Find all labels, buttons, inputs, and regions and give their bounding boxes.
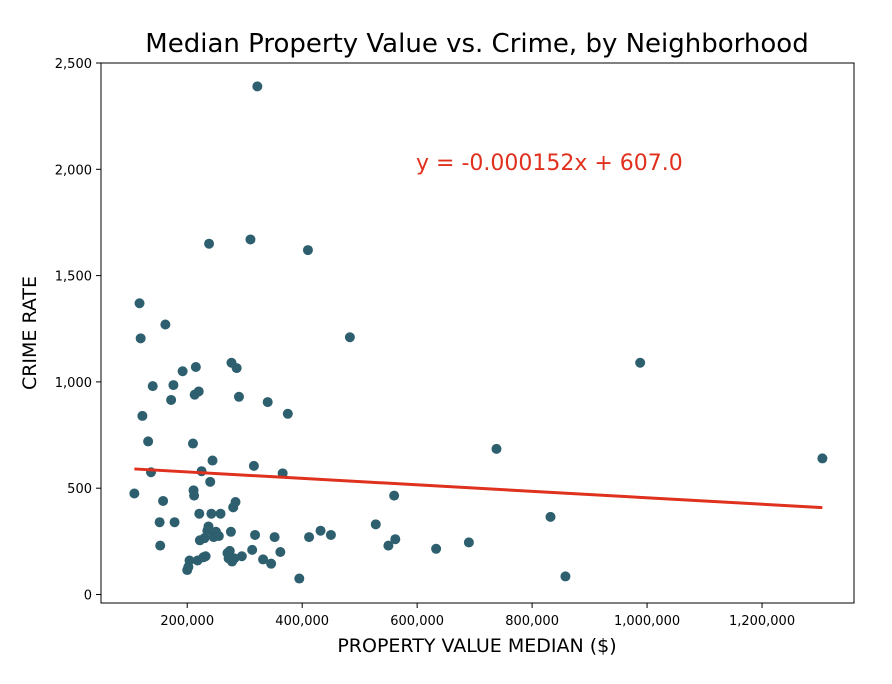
data-point (135, 333, 146, 344)
data-point (230, 497, 241, 508)
plot-frame (100, 62, 855, 604)
x-tick-label: 800,000 (505, 614, 559, 629)
data-point (160, 319, 171, 330)
y-axis-label: CRIME RATE (19, 276, 41, 390)
y-tick-label: 1,500 (55, 270, 92, 285)
data-point (389, 490, 400, 501)
data-point (213, 531, 224, 542)
data-point (168, 380, 179, 391)
x-tick-label: 600,000 (390, 614, 444, 629)
data-point (143, 436, 154, 447)
y-tick-label: 500 (67, 482, 92, 497)
data-point (194, 508, 205, 519)
x-tick-label: 1,200,000 (729, 614, 795, 629)
y-tick-label: 2,500 (55, 57, 92, 72)
data-point (233, 391, 244, 402)
data-point (231, 363, 242, 374)
data-point (184, 555, 195, 566)
data-point (187, 438, 198, 449)
data-point (370, 519, 381, 530)
data-point (247, 544, 258, 555)
data-point (169, 517, 180, 528)
data-point (154, 517, 165, 528)
data-point (245, 234, 256, 245)
data-point (390, 534, 401, 545)
data-point (325, 529, 336, 540)
y-tick-label: 0 (84, 588, 92, 603)
data-point (431, 543, 442, 554)
data-point (166, 394, 177, 405)
data-point (147, 381, 158, 392)
data-point (344, 332, 355, 343)
data-point (215, 508, 226, 519)
data-point (258, 554, 269, 565)
data-point (190, 362, 201, 373)
regression-equation: y = -0.000152x + 607.0 (416, 151, 683, 176)
data-point (302, 245, 313, 256)
data-point (205, 476, 216, 487)
x-tick-label: 1,000,000 (614, 614, 680, 629)
data-point (269, 532, 280, 543)
data-point (463, 537, 474, 548)
data-point (177, 366, 188, 377)
y-tick-label: 1,000 (55, 376, 92, 391)
y-tick-label: 2,000 (55, 163, 92, 178)
data-point (129, 488, 140, 499)
data-point (189, 490, 200, 501)
data-point (203, 521, 214, 532)
x-axis-label: PROPERTY VALUE MEDIAN ($) (337, 635, 616, 657)
data-point (250, 529, 261, 540)
data-point (262, 397, 273, 408)
data-point (193, 386, 204, 397)
x-axis: 200,000 400,000 600,000 800,000 1,000,000 1,2… (160, 603, 795, 629)
data-point (200, 551, 211, 562)
plot-area (129, 81, 828, 584)
data-point (383, 540, 394, 551)
data-point (315, 525, 326, 536)
data-point (491, 443, 502, 454)
regression-line (134, 467, 823, 510)
data-point (155, 540, 166, 551)
y-axis: 0 500 1,000 1,500 2,000 2,500 (55, 57, 101, 603)
data-point (545, 511, 556, 522)
data-point (224, 545, 235, 556)
x-tick-label: 200,000 (160, 614, 214, 629)
data-point (817, 453, 828, 464)
data-point (134, 298, 145, 309)
data-point (158, 495, 169, 506)
data-point (275, 546, 286, 557)
data-point (207, 455, 218, 466)
data-point (236, 551, 247, 562)
data-point (304, 532, 315, 543)
data-point (137, 410, 148, 421)
x-tick-label: 400,000 (275, 614, 329, 629)
data-point (204, 238, 215, 249)
data-point (266, 558, 277, 569)
chart-title: Median Property Value vs. Crime, by Neig… (145, 29, 808, 59)
data-point (560, 571, 571, 582)
data-point (225, 526, 236, 537)
data-point (206, 508, 217, 519)
data-point (248, 460, 259, 471)
data-point (294, 573, 305, 584)
data-point (282, 408, 293, 419)
data-point (252, 81, 263, 92)
data-point (635, 357, 646, 368)
